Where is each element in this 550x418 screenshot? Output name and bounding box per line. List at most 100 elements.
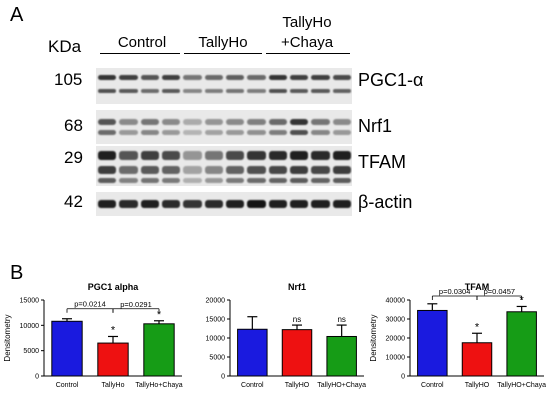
mw-label-pgc1: 105 — [54, 70, 83, 89]
blot-band — [226, 129, 245, 135]
p-value-label: p=0.0457 — [484, 287, 516, 296]
blot-band — [140, 177, 159, 183]
blot-band — [204, 200, 223, 208]
chart-title: PGC1 alpha — [88, 282, 140, 292]
kda-label: KDa — [48, 37, 82, 56]
blot-band — [140, 119, 159, 125]
panel-b-letter: B — [10, 262, 24, 284]
blot-band — [268, 177, 287, 183]
blot-band — [311, 89, 330, 93]
chart-nrf1: Nrf1 0 5000 10000 15000 20000 Control ns TallyHO… — [206, 282, 367, 389]
blot-band — [290, 200, 309, 208]
blot-band — [204, 119, 223, 125]
x-tick-label: TallyHO+Chaya — [317, 382, 366, 389]
x-tick-label: Control — [241, 382, 264, 389]
blot-band — [204, 150, 223, 160]
blot-band — [140, 150, 159, 160]
blot-band — [311, 150, 330, 160]
blot-band — [268, 119, 287, 125]
bar-control — [237, 328, 268, 377]
significance-mark: * — [475, 321, 480, 333]
y-tick-label: 5000 — [23, 348, 39, 355]
blot-band — [268, 150, 287, 160]
blot-tfam — [96, 146, 352, 186]
blot-band — [162, 166, 181, 174]
blot-band — [98, 150, 117, 160]
significance-mark: * — [111, 324, 116, 336]
blot-band — [311, 129, 330, 135]
blot-band — [98, 89, 117, 93]
blot-band — [140, 200, 159, 208]
blot-band — [119, 74, 138, 80]
bar-tallyho-chaya — [143, 323, 175, 377]
y-tick-label: 20000 — [386, 336, 406, 343]
blot-band — [332, 200, 351, 208]
blot-band — [247, 74, 266, 80]
blot-band — [311, 177, 330, 183]
blot-band — [311, 74, 330, 80]
mw-label-tfam: 29 — [64, 148, 83, 167]
blot-band — [226, 89, 245, 93]
blot-band — [119, 200, 138, 208]
blot-band — [162, 74, 181, 80]
significance-mark: * — [157, 309, 162, 321]
blot-band — [332, 74, 351, 80]
blot-band — [226, 74, 245, 80]
blot-band — [204, 166, 223, 174]
x-tick-label: TallyHO+Chaya — [497, 382, 546, 389]
blot-band — [183, 119, 202, 125]
x-tick-label: TallyHO — [465, 382, 490, 389]
blot-band — [162, 150, 181, 160]
blot-band — [268, 74, 287, 80]
blot-band — [332, 177, 351, 183]
chart-pgc1-alpha: PGC1 alpha Densitometry 0 5000 10000 15000 Con… — [3, 282, 183, 389]
blot-actin — [96, 192, 352, 216]
bar-tallyho-chaya — [506, 311, 537, 377]
blot-band — [311, 200, 330, 208]
blot-band — [332, 166, 351, 174]
blot-band — [183, 129, 202, 135]
blot-band — [290, 150, 309, 160]
x-tick-label: TallyHo+Chaya — [135, 382, 182, 389]
group-label-control: Control — [117, 34, 167, 51]
blot-nrf1 — [96, 110, 352, 144]
y-tick-label: 0 — [401, 374, 405, 381]
group-underline-tallyho-chaya — [266, 53, 350, 54]
blot-band — [268, 200, 287, 208]
blot-band — [119, 129, 138, 135]
blot-band — [311, 166, 330, 174]
blot-band — [268, 129, 287, 135]
chart-title: TFAM — [465, 282, 490, 292]
blot-band — [332, 89, 351, 93]
x-tick-label: TallyHo — [102, 382, 125, 389]
y-tick-label: 15000 — [206, 317, 226, 324]
bar-tallyho-chaya — [326, 335, 357, 377]
blot-band — [311, 119, 330, 125]
x-tick-label: TallyHO — [285, 382, 310, 389]
blot-band — [98, 74, 117, 80]
blot-band — [204, 89, 223, 93]
bar-tallyho — [461, 342, 493, 377]
bar-control — [417, 309, 448, 377]
blot-band — [247, 177, 266, 183]
protein-label-actin: β-actin — [358, 192, 413, 212]
group-underline-control — [100, 53, 180, 54]
group-label-tallyho: TallyHo — [198, 34, 248, 51]
blot-pgc1 — [96, 68, 352, 104]
mw-label-nrf1: 68 — [64, 116, 83, 135]
group-label-tallyho-chaya-line2: +Chaya — [280, 34, 334, 51]
blot-band — [247, 89, 266, 93]
blot-band — [247, 166, 266, 174]
protein-label-pgc1: PGC1-α — [358, 70, 424, 90]
blot-band — [204, 177, 223, 183]
blot-band — [119, 119, 138, 125]
blot-band — [290, 119, 309, 125]
x-tick-label: Control — [56, 382, 79, 389]
y-tick-label: 0 — [221, 374, 225, 381]
blot-band — [119, 150, 138, 160]
blot-band — [183, 74, 202, 80]
chart-title: Nrf1 — [288, 282, 306, 292]
chart-tfam: TFAM Densitometry 0 10000 20000 30000 40000 Con… — [369, 282, 546, 389]
blot-band — [204, 74, 223, 80]
significance-mark: ns — [293, 315, 301, 324]
